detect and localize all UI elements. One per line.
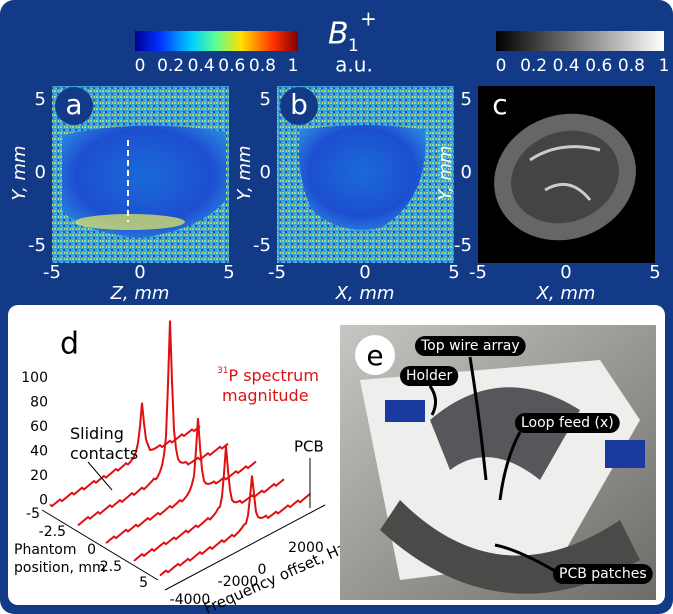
z-tick-label: 40 [30,444,48,460]
label-badge [355,335,395,375]
x-tick-label: 5 [649,262,660,283]
y-tick-label: 0 [461,162,472,183]
annotation: PCB [294,438,324,456]
colorbar-tick-label: 0.4 [188,56,215,76]
colorbar-tick-label: 0.6 [585,56,612,76]
position-tick-label: -2.5 [39,524,66,540]
y-tick-label: -5 [28,235,46,256]
y-tick-label: -5 [253,235,271,256]
colorbar-tick-label: 0.8 [249,56,276,76]
callout-box [515,413,620,433]
z-tick-label: 0 [39,493,48,509]
label-badge [55,87,93,125]
callout-line [494,543,561,576]
spectrum [159,475,311,577]
callout-label: Top wire array [420,338,520,354]
spectrum [105,418,257,544]
z-tick-label: 100 [21,370,48,386]
z-tick-label: 60 [30,419,48,435]
y-axis-label: Y, mm [234,145,255,200]
colorbar-tick-label: 0.2 [157,56,184,76]
x-tick-label: 0 [134,262,145,283]
b1-symbol: B [328,17,349,52]
position-axis [41,509,159,581]
colorbar-tick-label: 0.8 [618,56,645,76]
x-tick-label: -5 [469,262,487,283]
y-tick-label: 0 [260,162,271,183]
x-tick-label: 0 [560,262,571,283]
callouts: Top wire array Holder Loop feed (x) PCB pat… [400,336,653,584]
y-tick-label: -5 [454,235,472,256]
b1-subscript: 1 [348,36,359,56]
label-line: position, mm [14,560,106,576]
frequency-axis [164,504,326,591]
annotation: Sliding contacts [70,424,138,463]
x-tick-label: -5 [43,262,61,283]
position-tick-label: 2.5 [100,559,122,575]
image-c [478,86,655,263]
callout-label: PCB patches [559,566,647,582]
panel-label: d [60,327,79,362]
panel-label: e [366,339,383,372]
y-axis-label: Y, mm [9,145,30,200]
colorbar-b1 [135,31,298,51]
callout-box [400,366,459,386]
z-tick-label: 80 [30,395,48,411]
panel-label: a [65,88,82,121]
y-tick-label: 5 [260,89,271,110]
colorbar-b1-ticks: 0 0.2 0.4 0.6 0.8 1 [135,56,299,76]
y-axis-label: Y, mm [435,145,456,200]
x-axis-label: X, mm [536,283,596,304]
panel-label: c [492,88,507,121]
label-line: Phantom [14,542,76,558]
y-tick-label: 5 [461,89,472,110]
panel-axes: a -5 0 5 5 0 -5 Z, mm Y, mm b -5 0 5 5 0 -5 X, mm Y, mm c -… [9,87,661,304]
colorbar-tick-label: 1 [659,56,670,76]
colorbar-tick-label: 0.4 [553,56,580,76]
colorbar-gray [496,31,664,51]
position-tick-label: 5 [139,575,148,591]
x-tick-label: 0 [359,262,370,283]
colorbar-tick-label: 0.6 [218,56,245,76]
x-tick-label: -5 [268,262,286,283]
position-tick-label: 0 [87,542,96,558]
callout-line [498,431,522,501]
panel-label: b [290,88,308,121]
y-tick-label: 5 [35,89,46,110]
map-a [52,86,229,263]
colorbar-tick-label: 0 [496,56,507,76]
y-tick-label: 0 [35,162,46,183]
callout-box [415,336,526,356]
b1-superscript: + [360,7,377,31]
colorbar-tick-label: 0 [135,56,146,76]
x-axis-label: X, mm [335,283,395,304]
frequency-tick-label: -2000 [218,574,259,590]
map-b [277,86,454,263]
frequency-tick-label: 0 [258,562,267,578]
position-tick-label: -5 [26,506,40,522]
x-tick-label: 5 [223,262,234,283]
x-tick-label: 5 [448,262,459,283]
b1-unit: a.u. [335,53,373,77]
callout-label: Loop feed (x) [521,415,614,431]
position-axis-label: Phantom position, mm [14,542,106,576]
arrow [87,461,113,491]
callout-label: Holder [406,368,452,384]
colorbar-tick-label: 1 [288,56,299,76]
z-tick-label: 20 [30,468,48,484]
annotation: 31P spectrum magnitude [217,366,319,405]
colorbar-tick-label: 0.2 [520,56,547,76]
frequency-tick-label: 2000 [288,540,324,556]
colorbar-gray-ticks: 0 0.2 0.4 0.6 0.8 1 [496,56,670,76]
callout-line [468,356,488,481]
spectrum [133,445,285,562]
spectrum [77,320,229,527]
callout-line [428,385,437,416]
callout-box [553,564,653,584]
label-badge [280,87,318,125]
spectra [49,320,311,577]
x-axis-label: Z, mm [110,283,170,304]
frequency-tick-label: -4000 [170,592,211,608]
